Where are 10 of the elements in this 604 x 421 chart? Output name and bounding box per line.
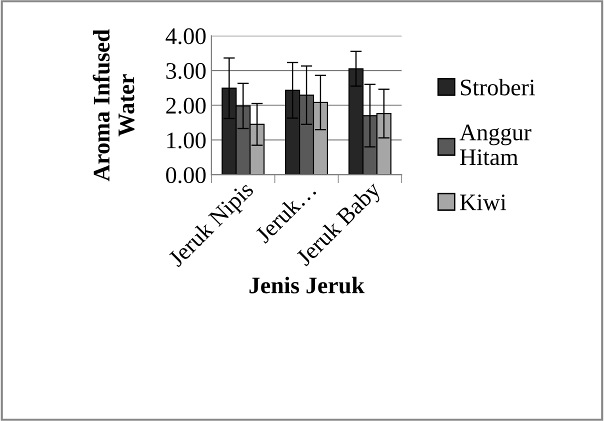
y-tick-label: 1.00 <box>167 132 206 149</box>
legend-label: Stroberi <box>460 78 535 96</box>
y-tick-label: 2.00 <box>166 98 206 114</box>
x-axis-title: Jenis Jeruk <box>250 276 365 294</box>
legend-label: Anggur Hitam <box>460 124 532 166</box>
y-tick-label: 4.00 <box>166 28 206 44</box>
y-axis-title: Aroma Infused Water <box>92 29 134 182</box>
y-tick-label: 3.00 <box>166 63 206 80</box>
y-tick-label: 0.00 <box>166 167 206 184</box>
legend-label: Kiwi <box>460 194 506 210</box>
